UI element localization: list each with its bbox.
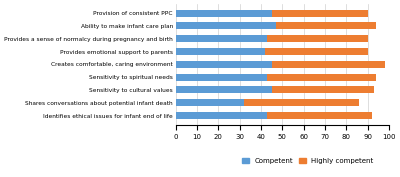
Legend: Competent, Highly competent: Competent, Highly competent (240, 155, 376, 167)
Bar (176, 112, 268, 119)
Bar (272, 61, 385, 68)
Bar (244, 99, 359, 106)
Bar (272, 86, 374, 93)
Bar (268, 74, 376, 81)
Bar (176, 10, 272, 17)
Bar (268, 112, 372, 119)
Bar (176, 48, 265, 55)
Bar (176, 99, 244, 106)
Bar (276, 22, 376, 30)
Bar (272, 10, 368, 17)
Bar (176, 35, 268, 42)
Bar (268, 35, 368, 42)
Bar (176, 86, 272, 93)
Bar (176, 61, 272, 68)
Bar (176, 22, 276, 30)
Bar (265, 48, 368, 55)
Bar (176, 74, 268, 81)
